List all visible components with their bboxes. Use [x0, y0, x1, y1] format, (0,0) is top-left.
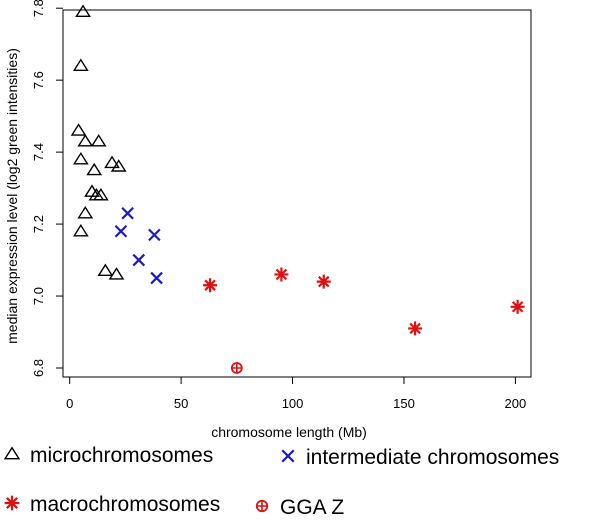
data-point-asterisk	[274, 267, 289, 282]
data-point-triangle	[88, 187, 105, 201]
data-point-triangle	[93, 187, 109, 201]
data-point-triangle	[108, 267, 125, 280]
legend-marker	[3, 446, 21, 460]
legend-label: GGA Z	[280, 496, 344, 519]
data-point-x	[150, 271, 163, 285]
y-tick-label: 6.8	[31, 359, 46, 377]
data-point-triangle	[77, 134, 94, 147]
legend-label: microchromosomes	[30, 444, 213, 467]
data-point-triangle	[110, 159, 127, 172]
x-axis-title: chromosome length (Mb)	[211, 424, 367, 440]
data-point-x	[114, 224, 128, 238]
data-point-triangle	[104, 155, 120, 169]
y-tick-label: 7.4	[31, 143, 46, 161]
x-axis: 0 50 100 150 200	[66, 377, 526, 411]
y-tick-label: 7.2	[31, 215, 46, 233]
legend-label: macrochromosomes	[30, 493, 220, 516]
x-tick-label: 50	[174, 396, 188, 411]
y-axis: 6.8 7.0 7.2 7.4 7.6 7.8	[31, 0, 63, 377]
y-tick-label: 7.6	[31, 71, 46, 89]
data-point-triangle	[70, 123, 87, 136]
x-tick-label: 200	[505, 396, 527, 411]
plot-frame	[62, 9, 532, 378]
data-point-triangle	[97, 263, 114, 277]
legend-label: intermediate chromosomes	[306, 446, 559, 469]
data-point-triangle	[77, 205, 94, 219]
x-tick-label: 100	[282, 396, 304, 411]
data-point-asterisk	[203, 278, 218, 293]
data-points	[70, 4, 525, 374]
data-point-triangle	[72, 223, 89, 237]
legend-item: macrochromosomes	[4, 493, 220, 516]
data-point-x	[121, 207, 134, 220]
data-point-triangle	[86, 162, 103, 176]
legend-item: intermediate chromosomes	[281, 446, 559, 469]
x-tick-label: 0	[66, 396, 73, 411]
data-point-x	[148, 228, 161, 242]
x-tick-label: 150	[393, 396, 415, 411]
data-point-triangle	[72, 58, 89, 71]
legend-marker	[4, 495, 20, 511]
data-point-x	[132, 253, 146, 267]
legend-item: microchromosomes	[3, 444, 213, 467]
y-axis-title: median expression level (log2 green inte…	[4, 48, 20, 344]
data-point-circled-plus	[230, 362, 243, 374]
legend-item: GGA Z	[255, 496, 344, 519]
data-point-triangle	[84, 184, 100, 197]
data-point-asterisk	[316, 274, 331, 289]
data-point-triangle	[72, 151, 89, 165]
legend: microchromosomes intermediate chromosomes…	[3, 444, 559, 519]
data-point-asterisk	[510, 299, 525, 314]
y-tick-label: 7.8	[31, 0, 46, 17]
legend-marker	[281, 449, 295, 463]
data-point-triangle	[90, 134, 107, 147]
data-point-asterisk	[408, 321, 423, 336]
y-tick-label: 7.0	[31, 287, 46, 305]
data-point-triangle	[75, 4, 91, 17]
legend-marker	[255, 499, 269, 513]
